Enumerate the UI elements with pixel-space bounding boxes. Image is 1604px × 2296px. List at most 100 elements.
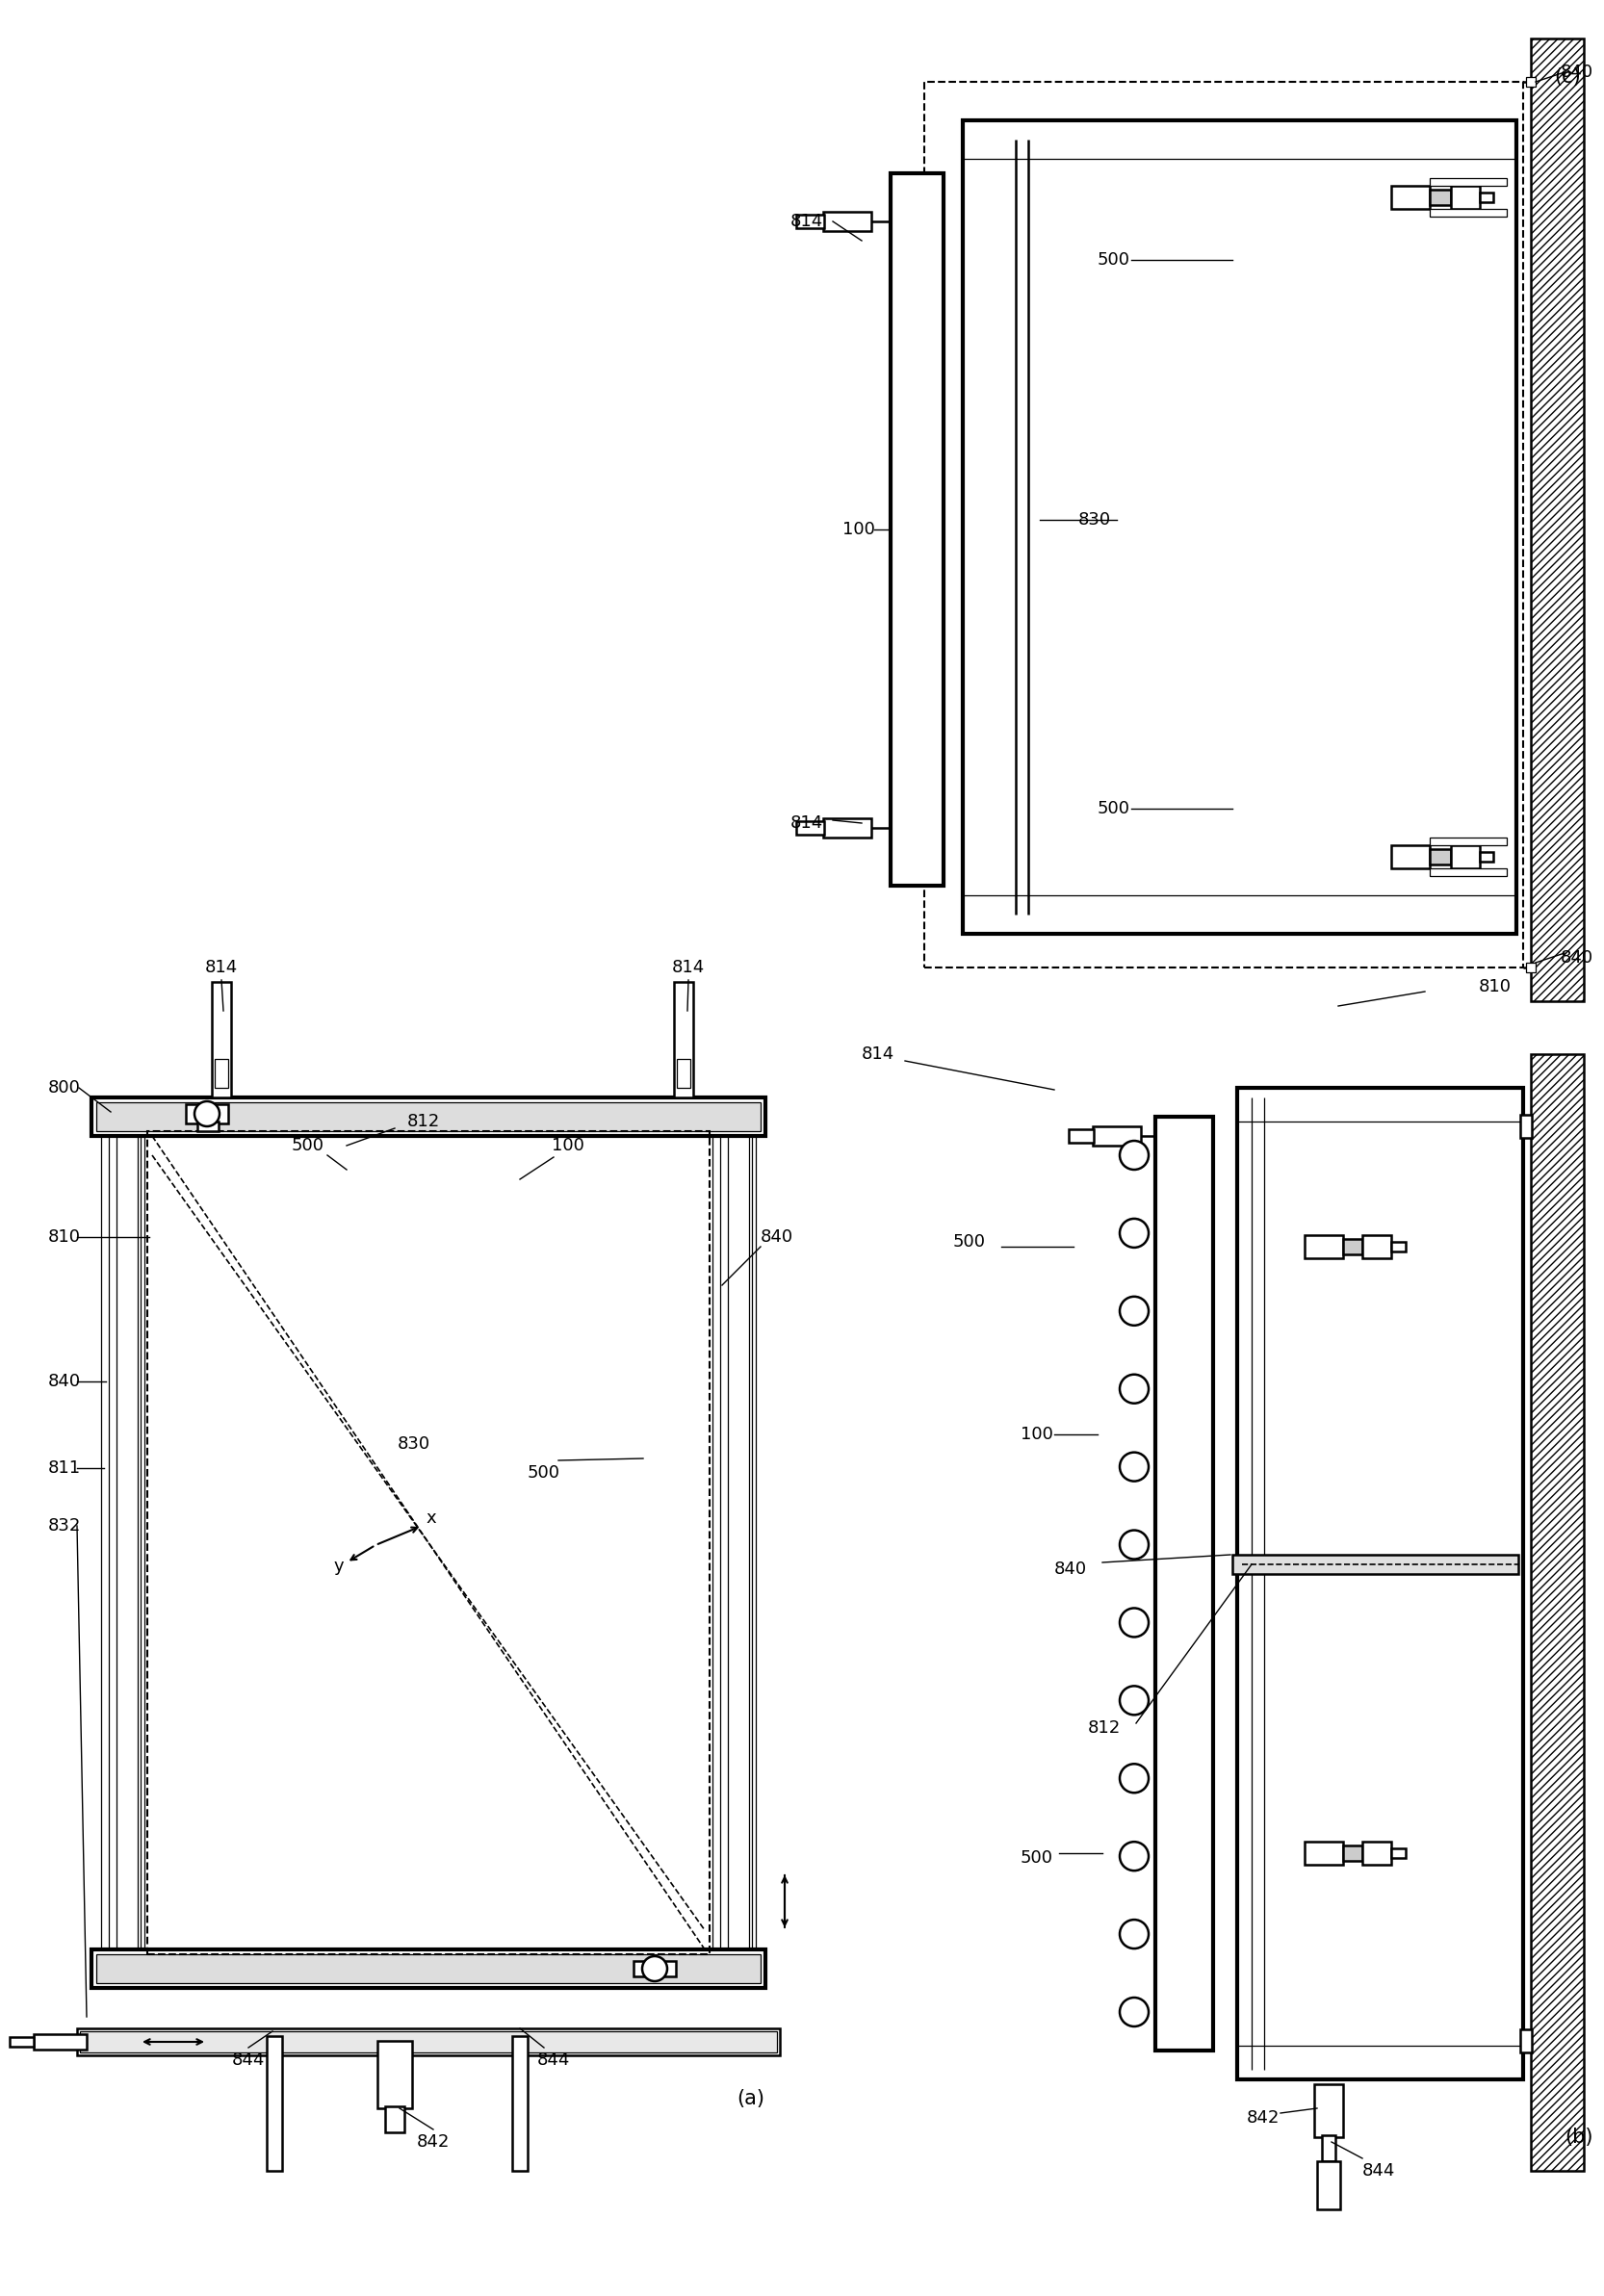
Bar	[77, 2027, 780, 2055]
Bar	[962, 119, 1516, 934]
Circle shape	[1120, 1763, 1148, 1793]
Bar	[823, 817, 871, 838]
Circle shape	[1120, 1607, 1148, 1637]
Bar	[1525, 78, 1535, 87]
Bar	[1521, 2030, 1532, 2053]
Bar	[924, 83, 1524, 967]
Text: 840: 840	[1561, 64, 1593, 80]
Text: 500: 500	[1020, 1848, 1054, 1867]
Text: 814: 814	[861, 1045, 895, 1063]
Bar	[101, 1137, 144, 1949]
Text: (a): (a)	[736, 2089, 765, 2108]
Bar	[823, 211, 871, 232]
Bar	[1521, 1116, 1532, 1139]
Text: 814: 814	[672, 960, 704, 976]
Bar	[1429, 191, 1452, 204]
Bar	[91, 1949, 765, 1988]
Text: 800: 800	[48, 1079, 80, 1097]
Bar	[1237, 1088, 1524, 2080]
Bar	[1391, 1242, 1405, 1251]
Text: 100: 100	[842, 521, 876, 537]
Text: 844: 844	[233, 2053, 265, 2069]
Bar	[1362, 1841, 1391, 1864]
Bar	[197, 1120, 218, 1132]
Text: 842: 842	[1246, 2110, 1280, 2126]
Bar	[1391, 186, 1429, 209]
Bar	[1530, 1054, 1583, 2170]
Text: 842: 842	[417, 2133, 449, 2151]
Bar	[712, 1137, 755, 1949]
Bar	[1314, 2085, 1343, 2138]
Bar	[109, 1137, 141, 1949]
Bar	[1232, 1554, 1519, 1575]
Bar	[10, 2037, 34, 2046]
Bar	[1343, 1240, 1362, 1254]
Bar	[80, 2032, 776, 2053]
Text: 812: 812	[1088, 1720, 1121, 1736]
Bar	[96, 1102, 760, 1132]
Text: 810: 810	[48, 1228, 80, 1247]
Bar	[34, 2034, 87, 2050]
Bar	[634, 1961, 675, 1977]
Bar	[1429, 209, 1506, 216]
Bar	[148, 1132, 709, 1954]
Circle shape	[642, 1956, 667, 1981]
Text: x: x	[427, 1508, 436, 1527]
Text: 500: 500	[1097, 250, 1131, 269]
Text: 814: 814	[205, 960, 237, 976]
Bar	[266, 2037, 282, 2170]
Bar	[890, 172, 943, 886]
Text: 844: 844	[537, 2053, 569, 2069]
Text: 844: 844	[1362, 2163, 1395, 2179]
Bar	[674, 983, 693, 1097]
Circle shape	[1120, 1453, 1148, 1481]
Bar	[212, 983, 231, 1097]
Text: 814: 814	[791, 815, 823, 831]
Bar	[1343, 1846, 1362, 1860]
Text: 811: 811	[48, 1460, 80, 1476]
Text: 100: 100	[1020, 1426, 1054, 1444]
Circle shape	[1120, 1685, 1148, 1715]
Text: (b): (b)	[1566, 2128, 1593, 2147]
Text: 830: 830	[1078, 512, 1112, 528]
Text: 830: 830	[398, 1435, 430, 1453]
Bar	[1429, 838, 1506, 845]
Circle shape	[1120, 1375, 1148, 1403]
Bar	[677, 1058, 690, 1088]
Bar	[1362, 1235, 1391, 1258]
Bar	[1092, 1127, 1140, 1146]
Bar	[1391, 1848, 1405, 1857]
Text: 500: 500	[1097, 799, 1131, 817]
Text: 812: 812	[407, 1114, 439, 1130]
Bar	[1068, 1130, 1094, 1143]
Circle shape	[1120, 1141, 1148, 1169]
Text: 500: 500	[528, 1465, 560, 1481]
Bar	[1525, 962, 1535, 971]
Bar	[1480, 193, 1493, 202]
Bar	[1155, 1116, 1213, 2050]
Bar	[1317, 2161, 1341, 2209]
Text: 840: 840	[1054, 1561, 1088, 1577]
Bar	[796, 216, 824, 227]
Circle shape	[1120, 1919, 1148, 1949]
Bar	[1452, 845, 1480, 868]
Bar	[796, 822, 824, 836]
Bar	[1480, 852, 1493, 861]
Bar	[96, 1954, 760, 1984]
Bar	[377, 2041, 412, 2108]
Bar	[720, 1137, 752, 1949]
Bar	[385, 2105, 404, 2133]
Bar	[1429, 179, 1506, 186]
Circle shape	[1120, 1219, 1148, 1247]
Text: 500: 500	[953, 1233, 986, 1251]
Bar	[1452, 186, 1480, 209]
Bar	[1322, 2135, 1336, 2161]
Circle shape	[1120, 1841, 1148, 1871]
Text: y: y	[334, 1557, 343, 1575]
Circle shape	[1120, 1529, 1148, 1559]
Text: (c): (c)	[1554, 67, 1582, 87]
Bar	[215, 1058, 228, 1088]
Text: 814: 814	[791, 214, 823, 230]
Bar	[512, 2037, 528, 2170]
Bar	[1530, 39, 1583, 1001]
